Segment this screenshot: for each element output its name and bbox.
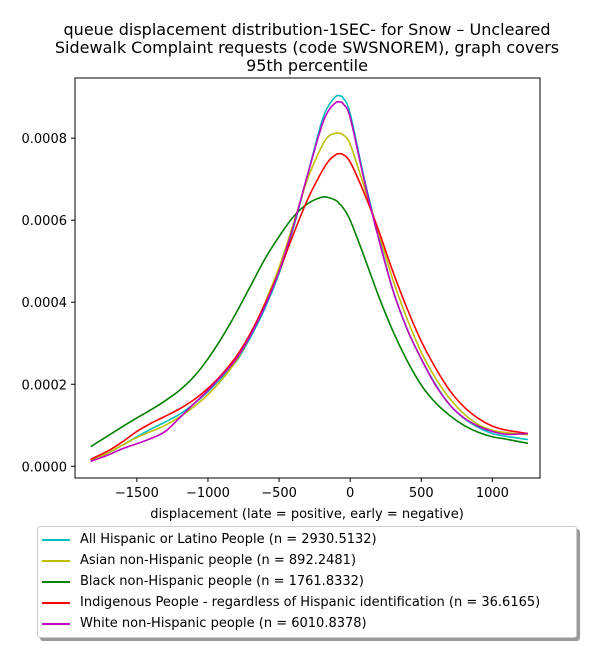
- legend-swatch: [42, 580, 70, 583]
- y-axis: 0.0000 0.0002 0.0004 0.0006 0.0008: [22, 132, 75, 475]
- legend-item: All Hispanic or Latino People (n = 2930.…: [38, 529, 576, 550]
- series-line-4: [90, 100, 528, 463]
- x-tick-label: 500: [409, 486, 434, 501]
- legend-swatch: [42, 538, 70, 541]
- legend-item: White non-Hispanic people (n = 6010.8378…: [38, 613, 576, 634]
- legend-label: Asian non-Hispanic people (n = 892.2481): [80, 553, 357, 568]
- x-tick-label: −1000: [186, 486, 230, 501]
- legend-label: Indigenous People - regardless of Hispan…: [80, 595, 541, 610]
- x-tick-label: −1500: [115, 486, 159, 501]
- legend-label: Black non-Hispanic people (n = 1761.8332…: [80, 574, 364, 589]
- y-tick-label: 0.0008: [22, 132, 68, 147]
- y-tick-label: 0.0002: [22, 378, 68, 393]
- legend-swatch: [42, 601, 70, 604]
- plot-frame: [74, 77, 541, 479]
- legend-label: White non-Hispanic people (n = 6010.8378…: [80, 616, 367, 631]
- series-layer: [90, 94, 529, 463]
- y-tick-label: 0.0006: [22, 214, 68, 229]
- chart-title-line-2: Sidewalk Complaint requests (code SWSNOR…: [55, 38, 559, 57]
- x-tick-label: 0: [346, 486, 354, 501]
- legend: All Hispanic or Latino People (n = 2930.…: [37, 526, 577, 638]
- y-tick-label: 0.0004: [22, 296, 68, 311]
- legend-label: All Hispanic or Latino People (n = 2930.…: [80, 532, 377, 547]
- x-axis: −1500 −1000 −500 0 500 1000: [115, 478, 509, 501]
- chart-title-line-1: queue displacement distribution-1SEC- fo…: [64, 20, 551, 39]
- legend-item: Asian non-Hispanic people (n = 892.2481): [38, 550, 576, 571]
- series-line-1: [90, 132, 528, 461]
- legend-item: Black non-Hispanic people (n = 1761.8332…: [38, 571, 576, 592]
- chart-title-line-3: 95th percentile: [246, 56, 368, 75]
- legend-swatch: [42, 559, 70, 562]
- x-tick-label: 1000: [476, 486, 509, 501]
- x-tick-label: −500: [261, 486, 297, 501]
- series-line-2: [90, 195, 529, 448]
- legend-swatch: [42, 622, 70, 625]
- series-line-3: [90, 152, 529, 461]
- y-tick-label: 0.0000: [22, 460, 68, 475]
- x-axis-label: displacement (late = positive, early = n…: [150, 507, 464, 522]
- legend-item: Indigenous People - regardless of Hispan…: [38, 592, 576, 613]
